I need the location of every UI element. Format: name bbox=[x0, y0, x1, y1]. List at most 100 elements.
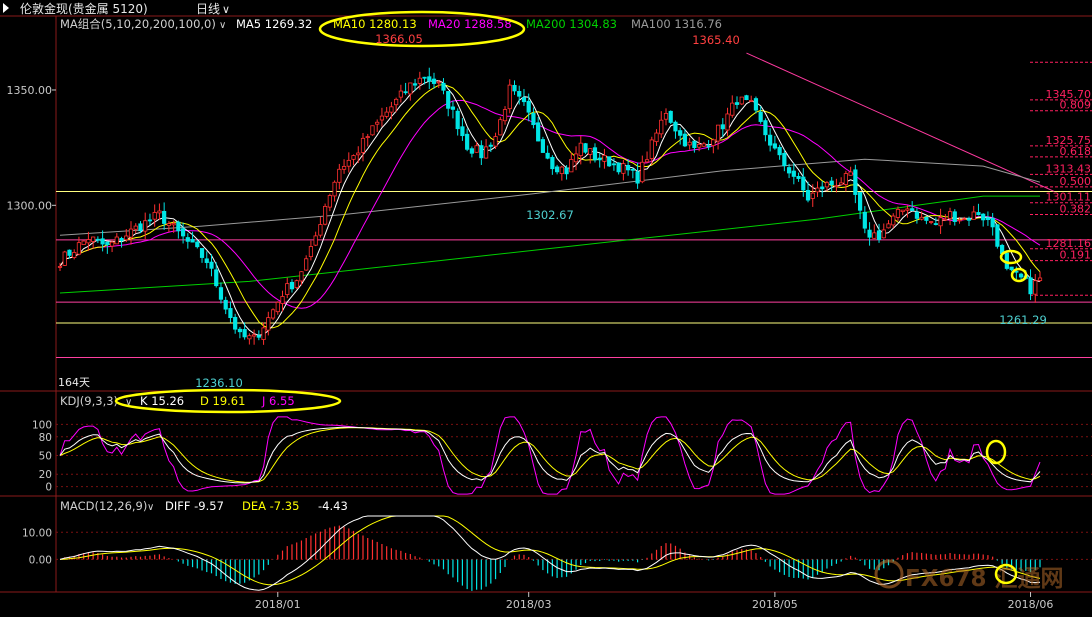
candle-body bbox=[347, 160, 350, 166]
candle-body bbox=[82, 241, 85, 245]
candle-body bbox=[1038, 278, 1041, 281]
candle-body bbox=[144, 221, 147, 231]
candle-body bbox=[243, 329, 246, 336]
ma-group-dropdown-icon[interactable]: ∨ bbox=[219, 20, 226, 31]
candle-body bbox=[447, 91, 450, 108]
price-axis-tick-label-1: 1300.00 bbox=[7, 199, 53, 212]
macd-label[interactable]: MACD(12,26,9) bbox=[60, 499, 147, 513]
candle-body bbox=[428, 77, 431, 81]
candle-body bbox=[887, 224, 890, 228]
candle-body bbox=[645, 160, 648, 162]
candle-body bbox=[972, 212, 975, 219]
candle-body bbox=[129, 229, 132, 237]
candle-body bbox=[385, 112, 388, 116]
candle-body bbox=[366, 137, 369, 138]
candle-body bbox=[73, 252, 76, 257]
macd-axis-tick-label-1: 0.00 bbox=[29, 554, 52, 566]
candle-body bbox=[896, 209, 899, 217]
candle-body bbox=[745, 96, 748, 100]
fib-level-label-4: 1313.43 bbox=[1046, 162, 1092, 175]
candle-body bbox=[451, 107, 454, 109]
candle-body bbox=[58, 266, 61, 267]
candle-body bbox=[248, 336, 251, 339]
candle-body bbox=[664, 113, 667, 119]
candle-body bbox=[688, 142, 691, 145]
candle-body bbox=[465, 134, 468, 149]
candle-body bbox=[702, 144, 705, 146]
candle-body bbox=[224, 300, 227, 309]
fib-level-label-3: 0.618 bbox=[1060, 145, 1092, 158]
candle-body bbox=[541, 140, 544, 153]
candle-body bbox=[963, 219, 966, 220]
candle-body bbox=[636, 172, 639, 183]
candle-body bbox=[300, 272, 303, 281]
period-label[interactable]: 日线 bbox=[196, 2, 220, 16]
fib-level-label-7: 0.382 bbox=[1060, 203, 1092, 216]
candle-body bbox=[607, 157, 610, 166]
kdj-label[interactable]: KDJ(9,3,3) bbox=[60, 394, 118, 408]
candle-body bbox=[172, 223, 175, 224]
candle-body bbox=[977, 212, 980, 214]
candle-body bbox=[660, 120, 663, 134]
period-dropdown-icon[interactable]: ∨ bbox=[222, 3, 230, 16]
candle-body bbox=[844, 174, 847, 185]
candle-body bbox=[191, 239, 194, 242]
candle-body bbox=[276, 302, 279, 311]
candle-body bbox=[821, 187, 824, 189]
candle-body bbox=[342, 166, 345, 169]
candle-body bbox=[816, 188, 819, 192]
candle-body bbox=[110, 242, 113, 246]
candle-body bbox=[375, 122, 378, 124]
candle-body bbox=[536, 123, 539, 141]
candle-body bbox=[461, 127, 464, 136]
candle-body bbox=[499, 120, 502, 135]
candle-body bbox=[622, 164, 625, 174]
candle-body bbox=[503, 110, 506, 121]
date-axis-tick-label-0: 2018/01 bbox=[255, 598, 301, 611]
candle-body bbox=[574, 154, 577, 162]
candle-body bbox=[593, 148, 596, 160]
candle-body bbox=[413, 84, 416, 85]
candle-body bbox=[830, 181, 833, 185]
watermark-text: FX678 汇通网 bbox=[905, 566, 1063, 592]
candle-body bbox=[77, 243, 80, 255]
candle-body bbox=[589, 149, 592, 155]
kdj-axis-tick-label-2: 50 bbox=[39, 451, 52, 463]
candle-body bbox=[868, 230, 871, 237]
candle-body bbox=[915, 212, 918, 218]
candle-body bbox=[205, 259, 208, 263]
candle-body bbox=[120, 238, 123, 240]
candle-body bbox=[802, 177, 805, 190]
candle-body bbox=[309, 247, 312, 257]
candle-body bbox=[200, 248, 203, 257]
macd-dropdown-icon[interactable]: ∨ bbox=[147, 502, 154, 513]
fib-level-label-5: 0.500 bbox=[1060, 175, 1092, 188]
candle-body bbox=[399, 91, 402, 97]
candle-body bbox=[697, 144, 700, 147]
candle-body bbox=[806, 190, 809, 200]
candle-body bbox=[125, 236, 128, 240]
candle-body bbox=[338, 169, 341, 182]
candle-body bbox=[409, 83, 412, 94]
candle-body bbox=[352, 156, 355, 160]
candle-body bbox=[835, 186, 838, 187]
candle-body bbox=[811, 193, 814, 198]
candle-body bbox=[87, 240, 90, 243]
candle-body bbox=[565, 168, 568, 174]
candle-body bbox=[873, 233, 876, 238]
ma-group-label[interactable]: MA组合(5,10,20,200,100,0) bbox=[60, 17, 216, 31]
kdj-k-value: K 15.26 bbox=[140, 394, 184, 408]
candle-body bbox=[764, 121, 767, 135]
candle-body bbox=[901, 210, 904, 211]
candle-body bbox=[579, 143, 582, 155]
macd-hist-value: -4.43 bbox=[318, 499, 348, 513]
candle-body bbox=[314, 236, 317, 245]
date-axis-tick-label-2: 2018/05 bbox=[752, 598, 798, 611]
candle-body bbox=[442, 83, 445, 90]
candle-body bbox=[1029, 278, 1032, 294]
candle-body bbox=[1019, 274, 1022, 277]
candle-body bbox=[967, 219, 970, 221]
candle-body bbox=[958, 220, 961, 221]
candle-body bbox=[716, 125, 719, 141]
